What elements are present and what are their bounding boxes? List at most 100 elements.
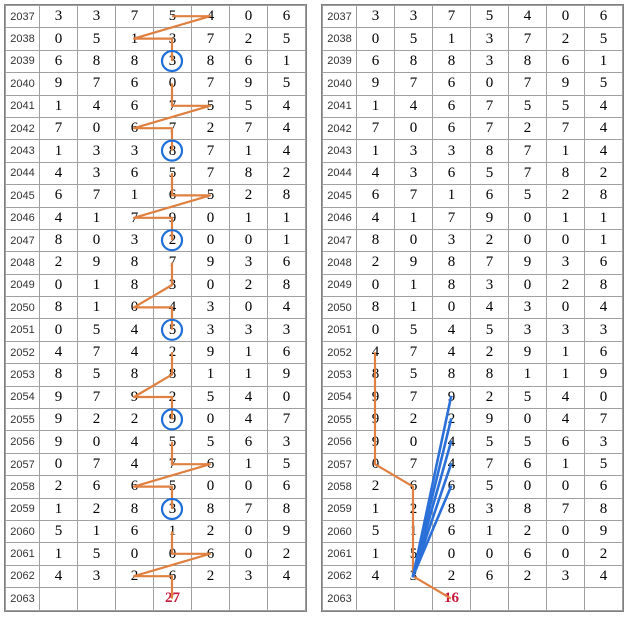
cell-value: 5 [192, 386, 230, 408]
cell-value: 6 [585, 252, 623, 274]
cell-value: 9 [40, 409, 78, 431]
cell-value: 6 [471, 565, 509, 587]
cell-value: 1 [230, 341, 268, 363]
prediction-cell: 16 [433, 588, 471, 610]
table-row: 20411467554 [6, 95, 306, 117]
row-index: 2046 [6, 207, 40, 229]
cell-value: 8 [230, 162, 268, 184]
cell-value: 0 [116, 297, 154, 319]
cell-value: 5 [471, 6, 509, 28]
cell-value: 0 [230, 229, 268, 251]
cell-value [471, 588, 509, 610]
table-row: 20409760795 [323, 73, 623, 95]
cell-value: 5 [154, 476, 192, 498]
cell-value: 1 [395, 297, 433, 319]
cell-value: 2 [471, 229, 509, 251]
row-index: 2062 [6, 565, 40, 587]
cell-value: 7 [230, 117, 268, 139]
cell-value: 7 [509, 140, 547, 162]
cell-value: 5 [192, 185, 230, 207]
cell-value: 3 [154, 28, 192, 50]
cell-value: 5 [547, 95, 585, 117]
cell-value: 7 [357, 117, 395, 139]
table-row: 20373375406 [323, 6, 623, 28]
cell-value: 6 [433, 95, 471, 117]
cell-value: 3 [585, 319, 623, 341]
cell-value: 2 [78, 409, 116, 431]
cell-value: 7 [230, 498, 268, 520]
cell-value: 2 [509, 117, 547, 139]
cell-value: 2 [78, 498, 116, 520]
cell-value: 2 [154, 341, 192, 363]
cell-value: 3 [116, 140, 154, 162]
cell-value: 2 [357, 476, 395, 498]
cell-value: 2 [230, 28, 268, 50]
cell-value: 4 [268, 95, 306, 117]
cell-value: 7 [154, 252, 192, 274]
cell-value: 0 [585, 386, 623, 408]
cell-value: 1 [357, 498, 395, 520]
cell-value: 9 [192, 341, 230, 363]
cell-value: 0 [40, 453, 78, 475]
table-row: 206327 [6, 588, 306, 610]
cell-value: 1 [395, 207, 433, 229]
cell-value: 3 [230, 565, 268, 587]
row-index: 2056 [6, 431, 40, 453]
cell-value: 5 [268, 28, 306, 50]
cell-value: 3 [116, 229, 154, 251]
cell-value: 0 [230, 543, 268, 565]
row-index: 2047 [6, 229, 40, 251]
cell-value: 7 [471, 252, 509, 274]
cell-value: 7 [585, 409, 623, 431]
cell-value: 7 [116, 207, 154, 229]
row-index: 2051 [323, 319, 357, 341]
cell-value: 3 [78, 140, 116, 162]
cell-value: 1 [357, 140, 395, 162]
row-index: 2060 [323, 520, 357, 542]
cell-value: 7 [154, 95, 192, 117]
cell-value: 2 [585, 543, 623, 565]
cell-value: 7 [509, 28, 547, 50]
right-table-panel: 2037337540620380513725203968838612040976… [321, 4, 624, 612]
cell-value: 8 [268, 274, 306, 296]
row-index: 2041 [6, 95, 40, 117]
cell-value: 1 [268, 229, 306, 251]
table-row: 20482987936 [323, 252, 623, 274]
cell-value: 0 [471, 73, 509, 95]
cell-value: 0 [395, 431, 433, 453]
cell-value: 3 [192, 319, 230, 341]
cell-value: 8 [433, 364, 471, 386]
table-row: 20524742916 [323, 341, 623, 363]
cell-value: 8 [357, 297, 395, 319]
cell-value: 4 [585, 117, 623, 139]
cell-value: 4 [154, 297, 192, 319]
row-index: 2050 [6, 297, 40, 319]
cell-value: 9 [433, 386, 471, 408]
cell-value: 6 [433, 520, 471, 542]
cell-value: 0 [230, 6, 268, 28]
cell-value: 4 [357, 207, 395, 229]
cell-value: 0 [154, 73, 192, 95]
cell-value: 3 [78, 162, 116, 184]
cell-value: 9 [357, 386, 395, 408]
cell-value: 5 [268, 73, 306, 95]
cell-value: 4 [585, 95, 623, 117]
cell-value: 8 [116, 364, 154, 386]
cell-value: 4 [433, 453, 471, 475]
cell-value: 1 [78, 297, 116, 319]
cell-value: 0 [395, 229, 433, 251]
table-row: 20464179011 [6, 207, 306, 229]
cell-value: 8 [154, 364, 192, 386]
table-row: 20624326234 [6, 565, 306, 587]
cell-value: 9 [471, 207, 509, 229]
table-row: 20380513725 [323, 28, 623, 50]
cell-value: 2 [40, 252, 78, 274]
table-row: 206316 [323, 588, 623, 610]
cell-value: 8 [192, 50, 230, 72]
cell-value: 3 [395, 140, 433, 162]
cell-value: 8 [116, 498, 154, 520]
cell-value: 1 [230, 364, 268, 386]
table-row: 20524742916 [6, 341, 306, 363]
cell-value: 6 [116, 95, 154, 117]
cell-value: 7 [547, 117, 585, 139]
